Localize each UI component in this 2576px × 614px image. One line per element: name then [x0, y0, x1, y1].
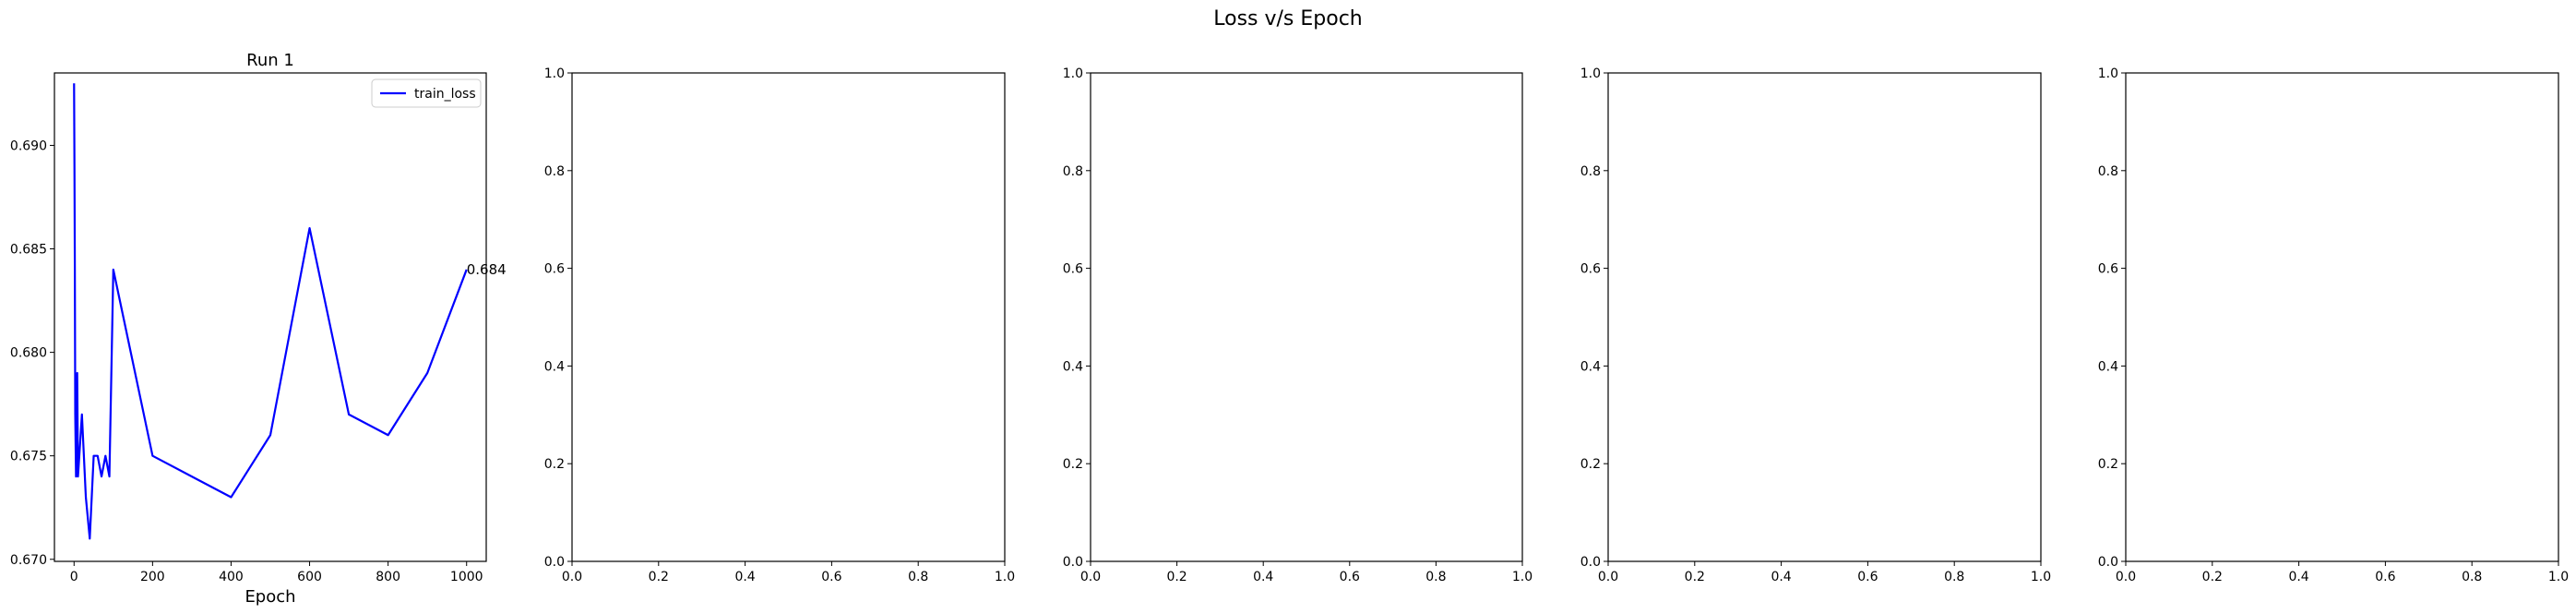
x-tick-label: 600 [297, 570, 322, 584]
y-tick-label: 0.670 [10, 553, 47, 568]
subplot-title: Run 1 [246, 51, 294, 70]
y-tick-label: 0.2 [544, 457, 565, 472]
x-tick-label: 0.0 [1080, 570, 1101, 584]
axes-frame [2125, 72, 2559, 562]
y-tick-label: 0.6 [544, 262, 565, 277]
subplot-1: 0 200 400 600 800 1000 0.670 0.675 0.680 0.685 0.6… [10, 51, 507, 607]
y-tick-label: 0.8 [1063, 164, 1083, 179]
x-tick-label: 0 [70, 570, 78, 584]
x-tick-label: 1.0 [995, 570, 1015, 584]
legend: train_loss [371, 78, 482, 108]
x-tick-label: 0.8 [1944, 570, 1964, 584]
x-tick-label: 0.4 [1771, 570, 1791, 584]
x-tick-label: 400 [219, 570, 244, 584]
x-tick-label: 0.0 [562, 570, 582, 584]
y-tick-label: 0.8 [1580, 164, 1601, 179]
figure-suptitle: Loss v/s Epoch [1213, 7, 1363, 30]
axes-frame [1607, 72, 2042, 562]
y-tick-label: 0.2 [1580, 457, 1601, 472]
x-tick-label: 1.0 [2031, 570, 2051, 584]
x-tick-label: 0.4 [734, 570, 755, 584]
y-tick-label: 0.6 [1580, 262, 1601, 277]
y-tick-label: 0.6 [1063, 262, 1083, 277]
x-tick-label: 0.4 [2288, 570, 2308, 584]
x-tick-label: 1.0 [2548, 570, 2569, 584]
y-tick-label: 0.4 [1063, 359, 1083, 374]
y-tick-label: 0.680 [10, 346, 47, 361]
x-tick-label: 0.2 [2202, 570, 2223, 584]
subplot-2: 0.0 0.2 0.4 0.6 0.8 1.0 0.0 0.2 0.4 0.6 0.8 1.0 [544, 66, 1015, 584]
y-tick-label: 1.0 [2098, 66, 2118, 81]
x-tick-label: 0.8 [1425, 570, 1446, 584]
x-tick-label: 0.2 [1685, 570, 1705, 584]
axes-frame [1090, 72, 1523, 562]
subplots: 0 200 400 600 800 1000 0.670 0.675 0.680 0.685 0.6… [10, 51, 2569, 607]
y-tick-label: 0.675 [10, 450, 47, 464]
legend-label: train_loss [414, 87, 476, 102]
y-tick-label: 1.0 [544, 66, 565, 81]
x-tick-label: 0.0 [2116, 570, 2136, 584]
x-tick-label: 0.0 [1598, 570, 1618, 584]
axes-frame [54, 72, 487, 562]
x-axis-label: Epoch [244, 587, 295, 607]
x-tick-label: 1000 [450, 570, 483, 584]
series-line-train_loss [73, 83, 468, 540]
y-tick-label: 0.8 [544, 164, 565, 179]
x-tick-label: 0.8 [908, 570, 928, 584]
legend-box [371, 78, 482, 108]
subplot-5: 0.0 0.2 0.4 0.6 0.8 1.0 0.0 0.2 0.4 0.6 0.8 1.0 [2098, 66, 2569, 584]
y-tick-label: 0.2 [2098, 457, 2118, 472]
axes-frame [571, 72, 1006, 562]
y-tick-label: 0.0 [1063, 555, 1083, 570]
x-tick-label: 0.4 [1253, 570, 1273, 584]
x-tick-label: 0.6 [821, 570, 841, 584]
subplot-4: 0.0 0.2 0.4 0.6 0.8 1.0 0.0 0.2 0.4 0.6 0.8 1.0 [1580, 66, 2051, 584]
x-tick-label: 0.2 [649, 570, 669, 584]
y-tick-label: 0.4 [544, 359, 565, 374]
y-tick-label: 1.0 [1063, 66, 1083, 81]
x-tick-label: 0.8 [2462, 570, 2482, 584]
y-tick-label: 0.0 [2098, 555, 2118, 570]
x-tick-label: 800 [376, 570, 400, 584]
y-tick-label: 0.0 [1580, 555, 1601, 570]
y-tick-label: 0.4 [2098, 359, 2118, 374]
x-tick-label: 0.2 [1166, 570, 1187, 584]
x-tick-label: 0.6 [1857, 570, 1878, 584]
x-tick-label: 200 [140, 570, 165, 584]
y-tick-label: 0.0 [544, 555, 565, 570]
x-tick-label: 0.6 [2375, 570, 2395, 584]
y-tick-label: 0.4 [1580, 359, 1601, 374]
y-tick-label: 0.6 [2098, 262, 2118, 277]
y-tick-label: 0.2 [1063, 457, 1083, 472]
subplot-3: 0.0 0.2 0.4 0.6 0.8 1.0 0.0 0.2 0.4 0.6 0.8 1.0 [1063, 66, 1532, 584]
y-tick-label: 0.690 [10, 138, 47, 153]
x-tick-label: 0.6 [1340, 570, 1360, 584]
y-tick-label: 1.0 [1580, 66, 1601, 81]
y-tick-label: 0.685 [10, 243, 47, 258]
y-tick-label: 0.8 [2098, 164, 2118, 179]
x-tick-label: 1.0 [1512, 570, 1532, 584]
